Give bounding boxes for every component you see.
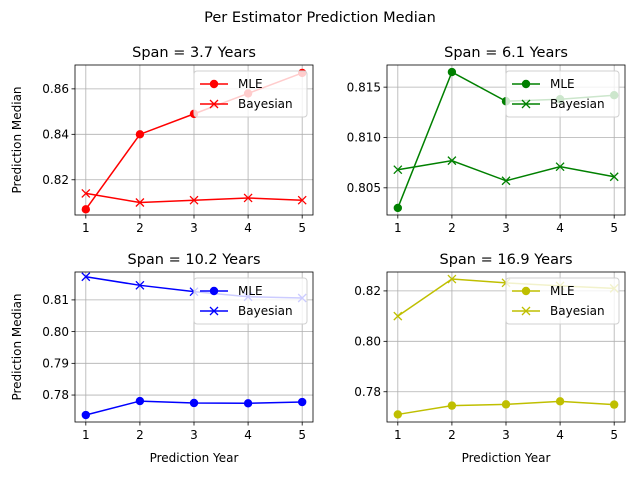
legend-marker [209,286,219,296]
mle-series-point [555,397,565,406]
bayesian-series-point [189,195,199,205]
y-tick-label: 0.78 [354,385,381,399]
legend-box [505,70,620,118]
bayesian-series-point [81,272,91,282]
x-axis-label: Prediction Year [150,451,239,465]
bayesian-series-point [393,311,403,321]
y-tick-label: 0.79 [42,357,69,371]
subplot-title: Span = 10.2 Years [128,252,261,268]
x-tick-label: 5 [298,428,306,442]
legend-box [505,277,620,325]
bayesian-series-point [447,156,457,166]
x-tick-label: 3 [190,428,198,442]
legend: MLE Bayesian [193,277,308,325]
x-tick-label: 1 [394,428,402,442]
x-tick-label: 3 [190,221,198,235]
mle-series-point [393,410,403,419]
y-axis-label: Prediction Median [10,293,24,400]
bayesian-series-point [81,188,91,198]
legend-marker [521,286,531,296]
legend-box [193,70,308,118]
x-tick-label: 4 [244,221,252,235]
legend: MLE Bayesian [505,277,620,325]
legend-label: MLE [550,284,575,298]
y-tick-label: 0.82 [42,173,69,187]
bayesian-series-point [297,195,307,205]
x-tick-label: 3 [502,428,510,442]
mle-series-point [393,203,403,213]
legend: MLE Bayesian [193,70,308,118]
x-tick-label: 3 [502,221,510,235]
subplot-3: 1 2 3 4 5 0.78 0.79 0.80 0.81 Span = 10.2 Years Pr… [10,252,314,465]
subplot-2: 1 2 3 4 5 0.805 0.810 0.815 Span = 6.1 Years MLE B… [347,45,626,235]
legend-label: Bayesian [550,304,605,318]
legend-marker [521,99,531,109]
legend: MLE Bayesian [505,70,620,118]
mle-series-point [135,396,145,406]
legend-label: Bayesian [238,97,293,111]
figure-title: Per Estimator Prediction Median [204,10,436,26]
bayesian-series-point [135,280,145,290]
x-tick-label: 2 [448,221,456,235]
y-axis-label: Prediction Median [10,86,24,193]
subplot-title: Span = 6.1 Years [444,45,568,61]
legend-marker [521,306,531,316]
mle-series-point [135,130,145,139]
mle-series-point [609,400,619,409]
bayesian-series-point [447,274,457,284]
y-tick-label: 0.84 [42,128,69,142]
x-tick-label: 4 [556,428,564,442]
y-tick-label: 0.805 [347,181,381,195]
subplot-4: 1 2 3 4 5 0.78 0.80 0.82 Span = 16.9 Years Predic… [354,252,626,465]
x-tick-label: 4 [244,428,252,442]
bayesian-series-point [393,165,403,175]
y-tick-label: 0.80 [354,335,381,349]
x-tick-label: 1 [82,221,90,235]
legend-box [193,277,308,325]
subplot-title: Span = 16.9 Years [440,252,573,268]
legend-label: MLE [238,77,263,91]
x-tick-label: 5 [610,428,618,442]
bayesian-series-point [555,162,565,172]
mle-series-point [447,401,457,410]
x-tick-label: 4 [556,221,564,235]
bayesian-series-point [243,193,253,203]
x-tick-label: 5 [610,221,618,235]
subplot-title: Span = 3.7 Years [132,45,256,61]
x-tick-label: 5 [298,221,306,235]
mle-series-point [297,397,307,407]
mle-series-point [447,67,457,77]
legend-label: Bayesian [550,97,605,111]
x-tick-label: 2 [136,221,144,235]
x-tick-label: 2 [448,428,456,442]
mle-series-point [501,400,511,409]
x-tick-label: 1 [394,221,402,235]
x-tick-label: 2 [136,428,144,442]
legend-label: Bayesian [238,304,293,318]
legend-marker [209,306,219,316]
y-tick-label: 0.80 [42,325,69,339]
mle-series-point [243,399,253,408]
y-tick-label: 0.810 [347,131,381,145]
legend-label: MLE [238,284,263,298]
legend-label: MLE [550,77,575,91]
bayesian-series-point [501,176,511,186]
mle-series-point [81,205,91,214]
subplot-1: 1 2 3 4 5 0.82 0.84 0.86 Span = 3.7 Years Predict… [10,45,314,235]
legend-marker [521,79,531,89]
y-tick-label: 0.78 [42,388,69,402]
mle-series-point [189,398,199,408]
legend-marker [209,99,219,109]
mle-series-point [81,410,91,420]
bayesian-series-point [609,172,619,182]
y-tick-label: 0.815 [347,80,381,94]
bayesian-series-point [135,198,145,207]
x-axis-label: Prediction Year [462,451,551,465]
y-tick-label: 0.81 [42,293,69,307]
y-tick-label: 0.86 [42,82,69,96]
y-tick-label: 0.82 [354,284,381,298]
x-tick-label: 1 [82,428,90,442]
legend-marker [209,79,219,89]
